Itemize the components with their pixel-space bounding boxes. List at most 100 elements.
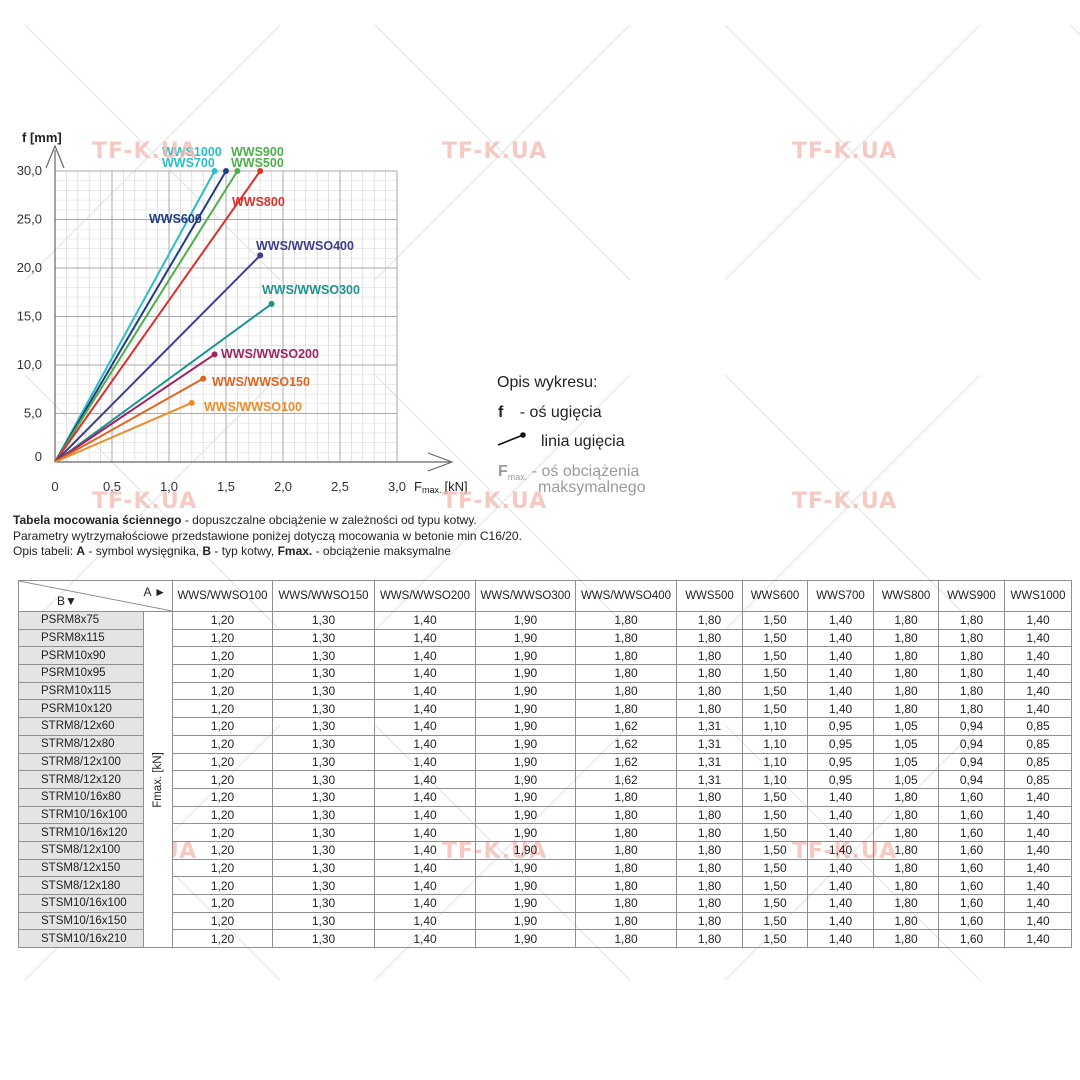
y-axis-arrow: [45, 144, 65, 169]
table-y-label-cell: Fmax. [kN]: [142, 610, 174, 949]
legend-fmax-text: - oś obciążenia: [531, 463, 640, 480]
table-cell: 1,40: [374, 752, 476, 772]
table-cell: 1,20: [172, 628, 273, 648]
table-cell: 1,80: [873, 611, 939, 630]
table-cell: 1,90: [475, 770, 576, 789]
table-cell: 1,50: [742, 787, 808, 807]
table-cell: 1,80: [873, 699, 939, 719]
table-row: PSRM10x95 1,20 1,30 1,40 1,90 1,80 1,80 1,50 1,4…: [18, 664, 1072, 683]
table-cell: 1,40: [807, 840, 874, 860]
table-cell: 1,20: [172, 717, 273, 736]
table-cell: 1,20: [172, 752, 273, 772]
caption-title: Tabela mocowania ściennego: [13, 513, 182, 527]
table-cell: 1,40: [1004, 646, 1072, 666]
table-cell: 1,80: [676, 787, 743, 807]
corner-diagonal: [19, 581, 172, 611]
table-cell: 1,30: [272, 911, 375, 931]
series-label: WWS900: [231, 145, 284, 159]
table-row: STRM10/16x80 1,20 1,30 1,40 1,90 1,80 1,80 1,50…: [18, 787, 1072, 807]
table-cell: 1,05: [873, 770, 939, 789]
table-cell: 1,40: [374, 787, 476, 807]
table-cell: 1,40: [1004, 929, 1072, 949]
series-line: [54, 303, 273, 463]
watermark: TF-K.UA: [792, 139, 898, 164]
table-cell: 1,30: [272, 858, 375, 878]
table-cell: 1,80: [676, 699, 743, 719]
table-cell: 1,60: [938, 840, 1005, 860]
table-cell: 1,80: [575, 876, 677, 895]
y-tick-label: 30,0: [17, 163, 42, 178]
table-row: STRM8/12x100 1,20 1,30 1,40 1,90 1,62 1,31 1,10…: [18, 752, 1072, 772]
table-cell: 1,60: [938, 929, 1005, 949]
series-end-point: [211, 351, 218, 358]
table-cell: 1,90: [475, 628, 576, 648]
table-cell: 1,90: [475, 664, 576, 683]
table-cell: 1,80: [938, 681, 1005, 701]
table-cell: 1,40: [1004, 876, 1072, 895]
row-label: PSRM10x120: [18, 699, 144, 719]
x-tick-label: 0,5: [103, 479, 121, 494]
table-cell: 1,80: [575, 805, 677, 825]
table-cell: 1,80: [575, 611, 677, 630]
corner-label-a: A ►: [143, 585, 166, 599]
table-cell: 1,80: [575, 840, 677, 860]
table-row: PSRM10x120 1,20 1,30 1,40 1,90 1,80 1,80 1,50 1,…: [18, 699, 1072, 719]
table-cell: 1,60: [938, 823, 1005, 842]
table-row: PSRM8x75 Fmax. [kN] 1,20 1,30 1,40 1,90 1,80 1,…: [18, 610, 1072, 949]
table-cell: 1,40: [1004, 681, 1072, 701]
legend-f-text: - oś ugięcia: [519, 404, 602, 421]
table-row: STSM10/16x210 1,20 1,30 1,40 1,90 1,80 1,80 1,5…: [18, 929, 1072, 949]
table-cell: 1,80: [676, 840, 743, 860]
table-cell: 1,40: [374, 876, 476, 895]
caption-part: - obciążenie maksymalne: [312, 544, 451, 558]
row-label: STRM10/16x100: [18, 805, 144, 825]
table-cell: 1,90: [475, 876, 576, 895]
series-line: [54, 254, 261, 463]
series-end-point: [200, 375, 207, 382]
caption-part: A: [76, 544, 86, 558]
table-cell: 1,30: [272, 734, 375, 754]
table-cell: 1,80: [873, 840, 939, 860]
table-cell: 1,40: [1004, 699, 1072, 719]
table-cell: 1,60: [938, 805, 1005, 825]
table-cell: 1,31: [676, 734, 743, 754]
table-cell: 1,40: [1004, 911, 1072, 931]
table-row: STRM10/16x120 1,20 1,30 1,40 1,90 1,80 1,80 1,5…: [18, 823, 1072, 842]
row-label: STRM10/16x120: [18, 823, 144, 842]
table-cell: 1,80: [873, 664, 939, 683]
row-label: PSRM10x90: [18, 646, 144, 666]
deflection-chart: 0 5,0 10,0 15,0 20,0 25,0 30,0 0 0,5 1,0 1,5 2,0 2,5…: [17, 130, 468, 495]
legend-title: Opis wykresu:: [497, 374, 598, 391]
table-cell: 1,50: [742, 664, 808, 683]
table-cell: 1,20: [172, 734, 273, 754]
table-cell: 1,80: [676, 664, 743, 683]
y-tick-label: 0: [35, 449, 42, 464]
row-label: PSRM10x95: [18, 664, 144, 683]
table-cell: 1,62: [575, 717, 677, 736]
table-cell: 1,40: [1004, 858, 1072, 878]
table-cell: 1,60: [938, 787, 1005, 807]
table-cell: 1,80: [575, 911, 677, 931]
table-cell: 1,40: [374, 858, 476, 878]
table-cell: 1,30: [272, 699, 375, 719]
table-cell: 1,20: [172, 770, 273, 789]
table-cell: 1,80: [676, 628, 743, 648]
legend-line-text: linia ugięcia: [541, 433, 625, 450]
table-cell: 1,80: [575, 894, 677, 913]
series-end-point: [257, 252, 264, 259]
series-label: WWS/WWSO400: [256, 239, 354, 253]
table-cell: 1,40: [374, 770, 476, 789]
caption-part: - symbol wysięgnika,: [85, 544, 203, 558]
table-cell: 1,40: [807, 805, 874, 825]
table-cell: 1,10: [742, 734, 808, 754]
caption-line-1: Tabela mocowania ściennego - dopuszczaln…: [13, 512, 477, 528]
row-label: STSM8/12x180: [18, 876, 144, 895]
series-label: WWS/WWSO100: [204, 400, 302, 414]
table-cell: 1,40: [374, 894, 476, 913]
table-cell: 1,90: [475, 805, 576, 825]
table-cell: 1,40: [374, 823, 476, 842]
table-cell: 1,30: [272, 840, 375, 860]
mounting-table: A ► B▼ WWS/WWSO100 WWS/WWSO150 WWS/WWSO200…: [18, 580, 1072, 949]
table-row: STSM10/16x100 1,20 1,30 1,40 1,90 1,80 1,80 1,5…: [18, 894, 1072, 913]
table-cell: 1,30: [272, 752, 375, 772]
